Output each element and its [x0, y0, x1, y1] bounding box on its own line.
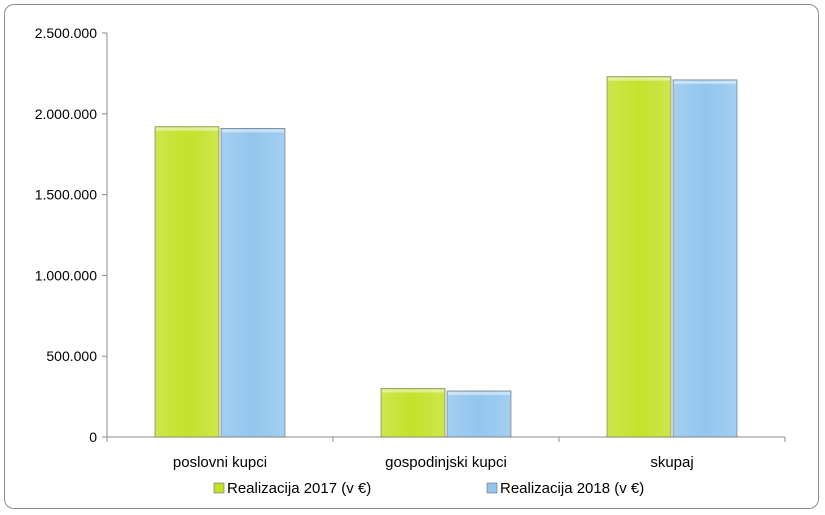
bar-bevel [608, 77, 670, 81]
bar-bevel [674, 80, 736, 84]
x-category-label: skupaj [650, 454, 693, 471]
bar-bevel [448, 391, 510, 395]
bar-bevel [382, 389, 444, 393]
bar-2017-1 [380, 388, 446, 438]
y-tick-label: 0 [89, 429, 97, 445]
y-tick-label: 1.500.000 [35, 187, 97, 203]
bar-bevel [156, 127, 218, 131]
bars [154, 76, 738, 438]
legend: Realizacija 2017 (v €) Realizacija 2018 (… [213, 480, 644, 497]
y-tick-label: 500.000 [46, 348, 97, 364]
legend-swatch-1 [486, 482, 498, 494]
legend-label-1: Realizacija 2018 (v €) [500, 480, 644, 497]
y-tick-label: 2.000.000 [35, 106, 97, 122]
bar-2017-0 [154, 126, 220, 438]
bar-2018-1 [446, 390, 512, 438]
x-category-label: poslovni kupci [173, 454, 267, 471]
x-category-label: gospodinjski kupci [385, 454, 507, 471]
y-tick-label: 2.500.000 [35, 25, 97, 41]
bar-2018-0 [220, 128, 286, 438]
axes [102, 32, 786, 442]
legend-swatch-0 [213, 482, 225, 494]
labels: 0 500.000 1.000.000 1.500.000 2.000.000 2.500… [35, 25, 694, 471]
bar-bevel [222, 129, 284, 133]
bar-2017-2 [606, 76, 672, 438]
y-tick-label: 1.000.000 [35, 267, 97, 283]
legend-label-0: Realizacija 2017 (v €) [227, 480, 371, 497]
bar-2018-2 [672, 79, 738, 438]
